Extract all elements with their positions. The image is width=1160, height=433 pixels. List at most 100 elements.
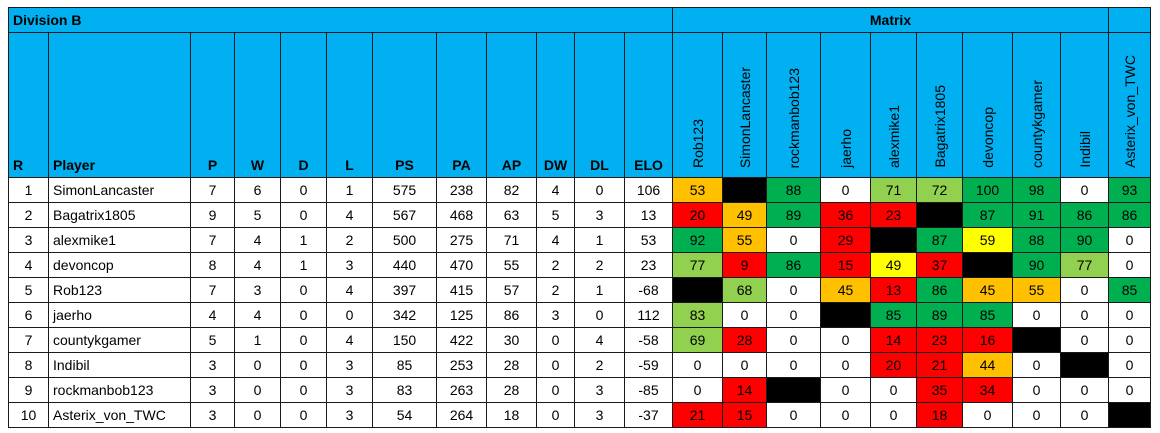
- matrix-cell[interactable]: 0: [870, 377, 917, 403]
- cell-r[interactable]: 4: [8, 252, 49, 278]
- cell-dl[interactable]: 2: [574, 352, 625, 378]
- matrix-cell[interactable]: 0: [820, 177, 871, 203]
- matrix-cell[interactable]: 71: [870, 177, 917, 203]
- matrix-cell[interactable]: 90: [1012, 252, 1061, 278]
- matrix-cell[interactable]: 0: [820, 402, 871, 428]
- cell-r[interactable]: 2: [8, 202, 49, 228]
- matrix-cell[interactable]: 13: [870, 277, 917, 303]
- matrix-cell[interactable]: 0: [820, 377, 871, 403]
- matrix-cell[interactable]: [962, 252, 1013, 278]
- cell-p[interactable]: 3: [190, 377, 235, 403]
- cell-w[interactable]: 0: [234, 377, 281, 403]
- cell-player[interactable]: alexmike1: [48, 227, 191, 253]
- matrix-cell[interactable]: 89: [766, 202, 821, 228]
- cell-p[interactable]: 7: [190, 227, 235, 253]
- cell-l[interactable]: 3: [326, 252, 373, 278]
- matrix-cell[interactable]: 77: [672, 252, 723, 278]
- cell-l[interactable]: 3: [326, 377, 373, 403]
- cell-l[interactable]: 2: [326, 227, 373, 253]
- matrix-cell[interactable]: [672, 277, 723, 303]
- cell-pa[interactable]: 470: [436, 252, 487, 278]
- matrix-cell[interactable]: 68: [722, 277, 767, 303]
- matrix-cell[interactable]: 0: [766, 277, 821, 303]
- matrix-cell[interactable]: 100: [962, 177, 1013, 203]
- matrix-cell[interactable]: 49: [722, 202, 767, 228]
- matrix-cell[interactable]: 23: [916, 327, 963, 353]
- matrix-cell[interactable]: 0: [766, 227, 821, 253]
- matrix-cell[interactable]: 88: [766, 177, 821, 203]
- cell-p[interactable]: 3: [190, 402, 235, 428]
- cell-ap[interactable]: 30: [486, 327, 537, 353]
- cell-dw[interactable]: 4: [536, 177, 575, 203]
- cell-ap[interactable]: 28: [486, 352, 537, 378]
- matrix-cell[interactable]: 93: [1108, 177, 1151, 203]
- cell-elo[interactable]: -58: [624, 327, 673, 353]
- header-player[interactable]: Player: [48, 32, 191, 178]
- cell-p[interactable]: 9: [190, 202, 235, 228]
- cell-ps[interactable]: 54: [372, 402, 437, 428]
- cell-ap[interactable]: 55: [486, 252, 537, 278]
- matrix-cell[interactable]: 45: [820, 277, 871, 303]
- matrix-cell[interactable]: 0: [1060, 402, 1109, 428]
- matrix-cell[interactable]: 0: [672, 352, 723, 378]
- cell-l[interactable]: 3: [326, 352, 373, 378]
- matrix-cell[interactable]: 49: [870, 252, 917, 278]
- matrix-cell[interactable]: 0: [1012, 352, 1061, 378]
- cell-p[interactable]: 7: [190, 177, 235, 203]
- header-col-11[interactable]: ELO: [624, 32, 673, 178]
- matrix-cell[interactable]: 86: [1108, 202, 1151, 228]
- cell-elo[interactable]: 13: [624, 202, 673, 228]
- matrix-cell[interactable]: 20: [672, 202, 723, 228]
- matrix-cell[interactable]: 86: [916, 277, 963, 303]
- cell-dw[interactable]: 0: [536, 402, 575, 428]
- cell-ap[interactable]: 28: [486, 377, 537, 403]
- matrix-cell[interactable]: 0: [766, 402, 821, 428]
- cell-ps[interactable]: 85: [372, 352, 437, 378]
- matrix-cell[interactable]: 55: [722, 227, 767, 253]
- matrix-cell[interactable]: 0: [766, 327, 821, 353]
- cell-pa[interactable]: 238: [436, 177, 487, 203]
- matrix-cell[interactable]: [820, 302, 871, 328]
- cell-pa[interactable]: 415: [436, 277, 487, 303]
- matrix-cell[interactable]: 0: [672, 377, 723, 403]
- matrix-cell[interactable]: [916, 202, 963, 228]
- cell-elo[interactable]: -37: [624, 402, 673, 428]
- cell-p[interactable]: 8: [190, 252, 235, 278]
- matrix-header-3[interactable]: jaerho: [820, 32, 871, 178]
- cell-elo[interactable]: 112: [624, 302, 673, 328]
- cell-dw[interactable]: 0: [536, 352, 575, 378]
- cell-ps[interactable]: 567: [372, 202, 437, 228]
- matrix-cell[interactable]: 0: [1060, 377, 1109, 403]
- matrix-cell[interactable]: 15: [722, 402, 767, 428]
- cell-l[interactable]: 4: [326, 202, 373, 228]
- cell-ps[interactable]: 83: [372, 377, 437, 403]
- cell-ap[interactable]: 63: [486, 202, 537, 228]
- cell-ps[interactable]: 500: [372, 227, 437, 253]
- cell-ap[interactable]: 57: [486, 277, 537, 303]
- cell-w[interactable]: 3: [234, 277, 281, 303]
- matrix-cell[interactable]: 89: [916, 302, 963, 328]
- matrix-cell[interactable]: 69: [672, 327, 723, 353]
- cell-ap[interactable]: 18: [486, 402, 537, 428]
- matrix-cell[interactable]: 36: [820, 202, 871, 228]
- cell-elo[interactable]: 23: [624, 252, 673, 278]
- matrix-cell[interactable]: 91: [1012, 202, 1061, 228]
- cell-player[interactable]: countykgamer: [48, 327, 191, 353]
- matrix-cell[interactable]: 0: [1108, 252, 1151, 278]
- matrix-cell[interactable]: [766, 377, 821, 403]
- cell-dw[interactable]: 2: [536, 277, 575, 303]
- matrix-cell[interactable]: 0: [722, 302, 767, 328]
- matrix-cell[interactable]: 18: [916, 402, 963, 428]
- matrix-header-4[interactable]: alexmike1: [870, 32, 917, 178]
- cell-pa[interactable]: 468: [436, 202, 487, 228]
- header-col-9[interactable]: DW: [536, 32, 575, 178]
- division-title-cell[interactable]: Division B: [8, 7, 673, 33]
- matrix-cell[interactable]: 0: [1060, 277, 1109, 303]
- cell-w[interactable]: 5: [234, 202, 281, 228]
- matrix-cell[interactable]: 0: [1108, 227, 1151, 253]
- cell-p[interactable]: 3: [190, 352, 235, 378]
- cell-d[interactable]: 0: [280, 177, 327, 203]
- header-col-7[interactable]: PA: [436, 32, 487, 178]
- cell-dl[interactable]: 0: [574, 177, 625, 203]
- cell-dw[interactable]: 0: [536, 327, 575, 353]
